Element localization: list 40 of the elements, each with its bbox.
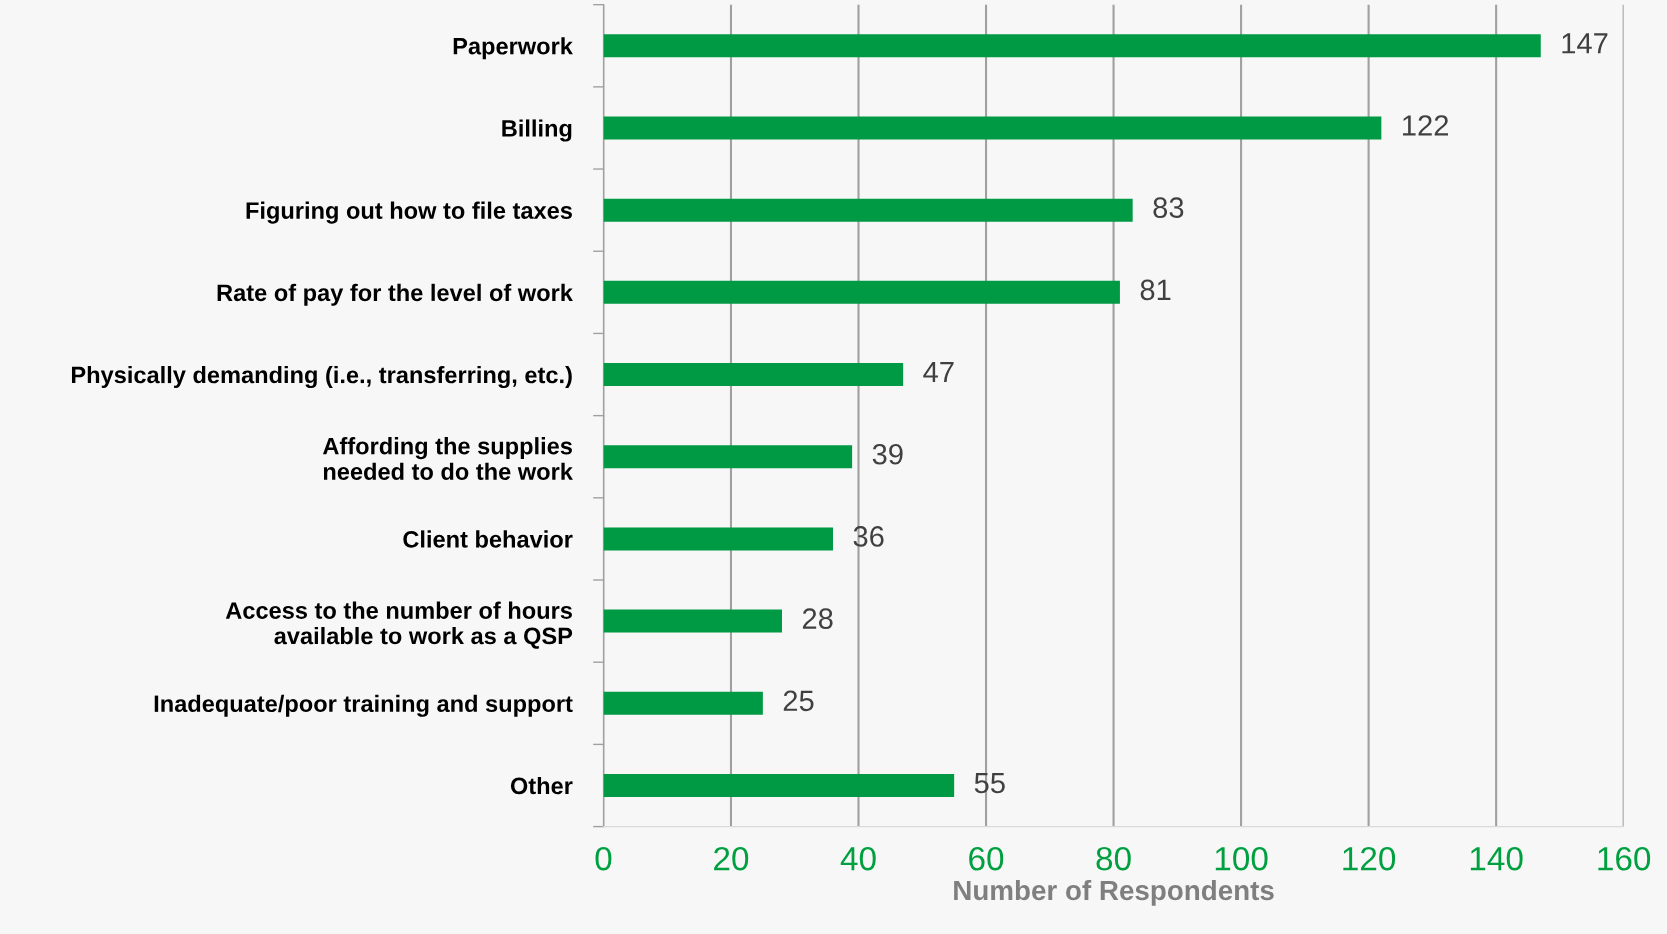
data-label: 36 <box>853 526 884 547</box>
y-tick-label: Physically demanding (i.e., transferring, etc.) <box>71 365 572 389</box>
y-tick-label: Other <box>510 776 573 795</box>
data-label: 28 <box>802 608 833 629</box>
data-label: 81 <box>1140 279 1171 301</box>
bar <box>603 691 763 715</box>
y-tick-label: Figuring out how to file taxes <box>246 201 572 224</box>
y-tick-label: Access to the number of hours available to work as a QSP <box>225 601 573 649</box>
x-tick-label: 140 <box>1470 846 1523 871</box>
x-tick-label: 20 <box>714 846 749 871</box>
bar <box>603 116 1382 140</box>
x-tick-label: 80 <box>1096 846 1131 871</box>
bar <box>603 609 782 633</box>
y-tick-label: Rate of pay for the level of work <box>217 283 573 306</box>
bar <box>603 34 1541 58</box>
y-tick-label: Billing <box>502 119 572 142</box>
data-label: 147 <box>1562 33 1608 54</box>
data-label: 47 <box>923 362 954 383</box>
data-label: 122 <box>1403 115 1448 136</box>
y-tick-label: Inadequate/poor training and support <box>154 694 573 717</box>
data-label: 83 <box>1153 197 1184 218</box>
bar <box>603 198 1133 222</box>
data-label: 39 <box>872 443 903 465</box>
bar <box>603 280 1120 304</box>
x-tick-label: 120 <box>1343 846 1396 871</box>
data-label: 55 <box>974 772 1005 794</box>
bar <box>603 363 904 387</box>
bar <box>603 527 833 551</box>
data-label: 25 <box>783 690 814 712</box>
x-tick-label: 60 <box>969 846 1004 871</box>
x-axis-title: Number of Respondents <box>954 879 1274 906</box>
x-tick-label: 0 <box>595 846 612 871</box>
bar <box>603 445 853 469</box>
y-tick-label: Affording the supplies needed to do the work <box>322 437 573 480</box>
x-tick-label: 100 <box>1215 846 1268 871</box>
y-tick-label: Paperwork <box>453 37 573 60</box>
bar <box>603 773 955 797</box>
x-tick-label: 40 <box>840 846 876 871</box>
x-tick-label: 160 <box>1598 846 1651 871</box>
y-tick-label: Client behavior <box>403 530 573 548</box>
